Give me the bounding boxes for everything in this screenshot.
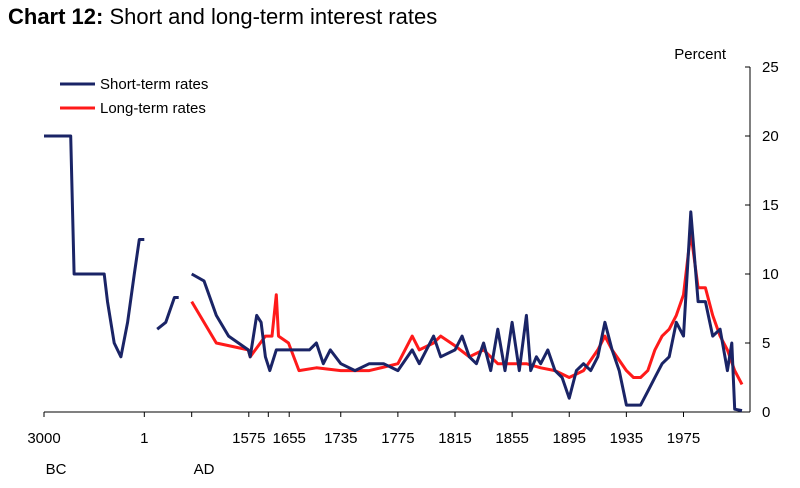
x-tick-label: 1935: [610, 430, 643, 447]
y-tick-label: 25: [762, 59, 779, 76]
short-term-ratesline: [190, 210, 743, 413]
y-axis-label: Percent: [674, 46, 727, 63]
y-tick-label: 0: [762, 404, 770, 421]
x-tick-label: 1895: [553, 430, 586, 447]
short-term-ratesline: [156, 296, 179, 331]
chart-title-text: Short and long-term interest rates: [109, 4, 438, 29]
x-tick-label: 1575: [232, 430, 265, 447]
x-tick-label: 1855: [495, 430, 528, 447]
x-tick-label: 1: [140, 430, 148, 447]
y-tick-label: 20: [762, 128, 779, 145]
x-tick-label: 1775: [381, 430, 414, 447]
y-tick-label: 15: [762, 197, 779, 214]
x-tick-label: 3000: [27, 430, 60, 447]
x-era-label: AD: [194, 461, 215, 478]
long-term-ratesline: [190, 231, 744, 386]
legend-label: Long-term rates: [100, 100, 206, 117]
x-tick-label: 1655: [273, 430, 306, 447]
legend-label: Short-term rates: [100, 76, 208, 93]
chart-title-prefix: Chart 12:: [8, 4, 104, 29]
legend: Short-term rates Long-term rates: [60, 76, 208, 117]
chart-title: Chart 12: Short and long-term interest r…: [8, 4, 437, 30]
series-layer: [44, 134, 744, 413]
x-era-label: BC: [46, 461, 67, 478]
y-tick-label: 10: [762, 266, 779, 283]
x-axis: 3000 1 1575 1655 1735 1775 1815 1855 1895 1935 197…: [27, 411, 750, 478]
y-tick-label: 5: [762, 335, 770, 352]
x-tick-label: 1735: [324, 430, 357, 447]
x-tick-label: 1975: [667, 430, 700, 447]
x-tick-label: 1815: [438, 430, 471, 447]
short-term-ratesline: [44, 134, 145, 359]
y-axis: 0 5 10 15 20 25 Percent: [674, 46, 778, 421]
